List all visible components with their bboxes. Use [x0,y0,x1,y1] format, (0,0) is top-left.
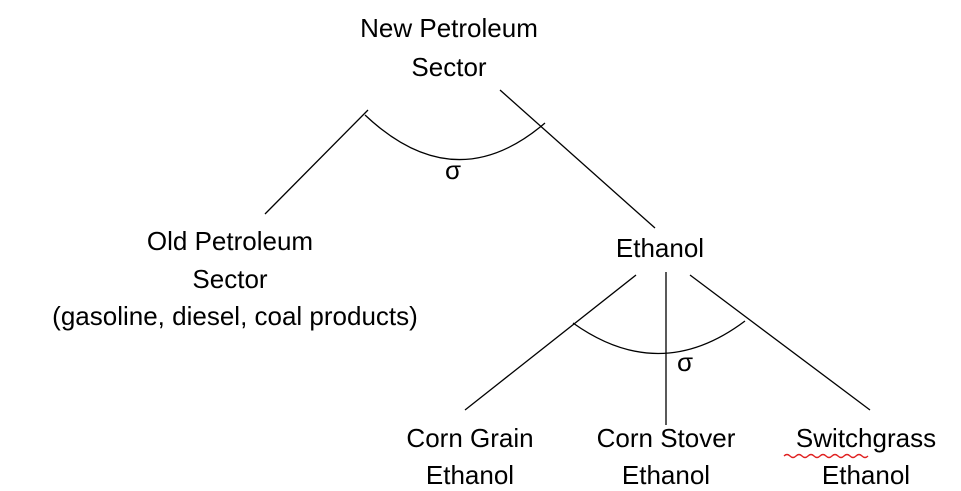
elasticity-arc [572,320,746,355]
node-label: Ethanol [622,460,710,490]
node-label: Switchgrass [796,423,936,453]
edge [464,274,637,411]
node-label: Ethanol [426,460,514,490]
node-label: Ethanol [616,233,704,263]
node-label: Old Petroleum [147,226,313,256]
spellcheck-underline [783,453,869,459]
node-label: Corn Stover [597,423,736,453]
node-label: (gasoline, diesel, coal products) [52,301,418,331]
elasticity-label: σ [677,347,693,377]
edge [499,89,656,229]
edge [264,109,369,215]
node-label: Sector [411,52,486,82]
node-label: New Petroleum [360,13,538,43]
node-label: Corn Grain [406,423,533,453]
edge [689,274,871,411]
elasticity-arc [364,114,546,161]
node-label: Ethanol [822,460,910,490]
elasticity-label: σ [445,155,461,185]
node-label: Sector [192,264,267,294]
